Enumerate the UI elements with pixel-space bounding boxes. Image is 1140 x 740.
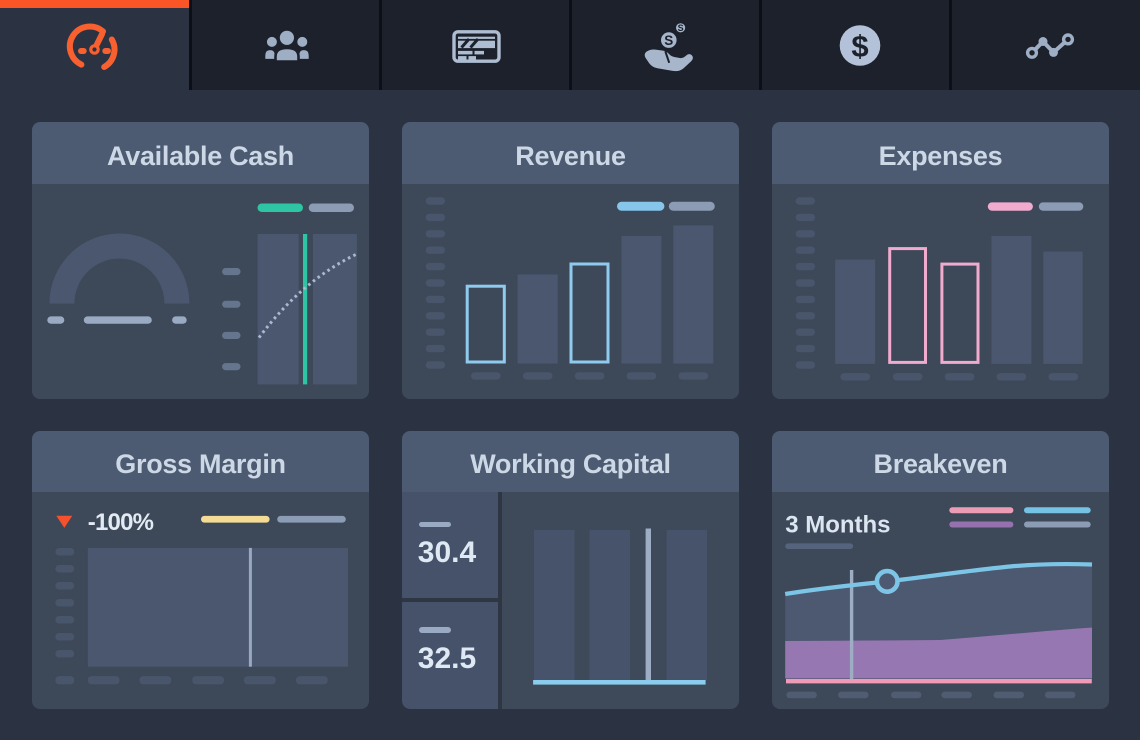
svg-text:$: $ [851, 29, 868, 64]
svg-text:S: S [678, 23, 684, 33]
svg-text:3 Months: 3 Months [785, 512, 890, 539]
svg-text:S: S [664, 33, 673, 48]
svg-text:-100%: -100% [88, 509, 154, 536]
